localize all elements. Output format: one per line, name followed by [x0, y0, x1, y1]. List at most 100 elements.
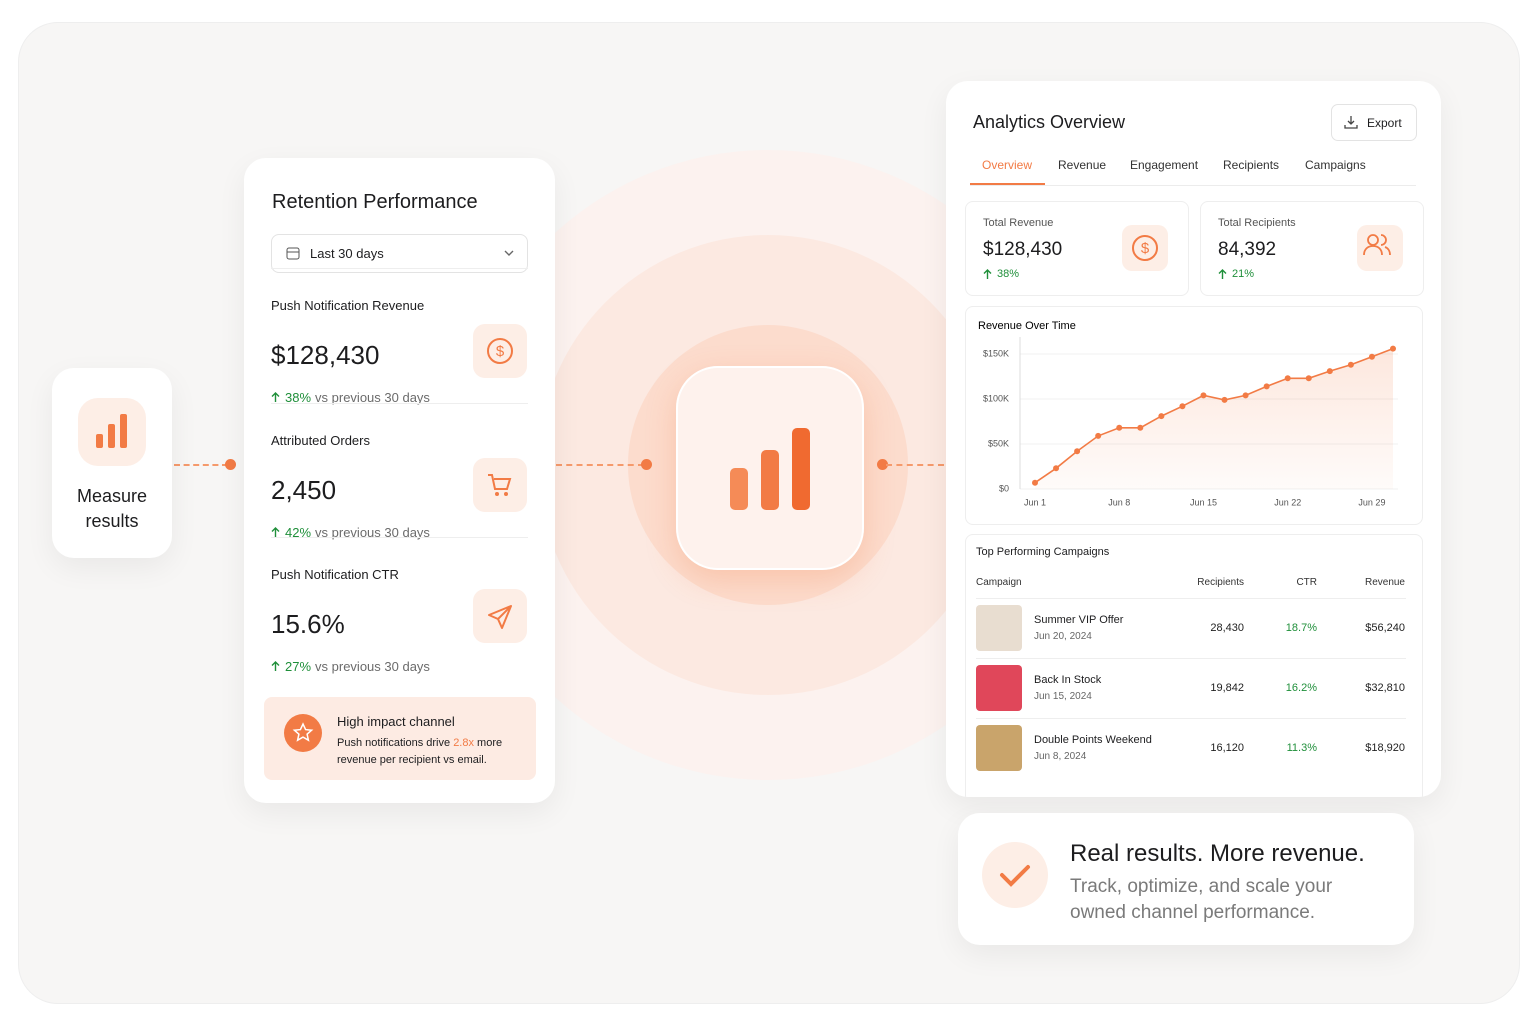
point — [1284, 375, 1291, 382]
point — [1326, 368, 1333, 375]
point — [1095, 432, 1102, 439]
emphasis: 2.8x — [453, 737, 474, 749]
thumbnail — [976, 725, 1022, 771]
campaign-date: Jun 15, 2024 — [1034, 691, 1092, 702]
retention-card: Retention Performance Last 30 days High … — [244, 158, 555, 803]
footer-text: Track, optimize, and scale your owned ch… — [1070, 876, 1333, 923]
campaign-date: Jun 8, 2024 — [1034, 751, 1087, 762]
point — [1200, 392, 1207, 399]
glass-icon — [676, 366, 864, 570]
cell-ctr: 16.2% — [1285, 682, 1317, 694]
tab[interactable]: Overview — [982, 158, 1033, 172]
stat-change: 21% — [1218, 268, 1254, 280]
metric-label: Push Notification Revenue — [271, 298, 425, 313]
divider — [271, 537, 528, 538]
metric-label: Attributed Orders — [271, 433, 370, 448]
y-tick-label: $50K — [988, 438, 1009, 448]
metric-change: 27% vs previous 30 days — [271, 659, 430, 674]
connector-dot — [641, 459, 652, 470]
chart-title: Revenue Over Time — [978, 320, 1076, 332]
cell-recipients: 19,842 — [1210, 682, 1244, 694]
point — [1032, 479, 1038, 486]
point — [1116, 424, 1123, 431]
point — [1179, 403, 1186, 410]
range-select[interactable]: Last 30 days — [271, 234, 528, 273]
tab[interactable]: Campaigns — [1305, 158, 1366, 172]
cell-revenue: $56,240 — [1365, 622, 1405, 634]
tab[interactable]: Engagement — [1130, 158, 1199, 172]
svg-text:$: $ — [1141, 240, 1150, 257]
cell-recipients: 28,430 — [1210, 622, 1244, 634]
change: 42% — [285, 525, 312, 540]
change: 38% — [285, 390, 312, 405]
row-rule — [976, 718, 1406, 719]
metric-value: 2,450 — [271, 475, 337, 505]
y-tick-label: $150K — [983, 348, 1009, 358]
highlight: High impact channel Push notifications d… — [264, 697, 536, 780]
area — [1035, 348, 1393, 489]
stat-card: Total Revenue $128,430 38% $ — [965, 201, 1189, 296]
metric-label: Push Notification CTR — [271, 567, 399, 582]
campaign-name: Back In Stock — [1034, 674, 1102, 686]
cell-ctr: 11.3% — [1286, 742, 1317, 754]
x-tick-label: Jun 22 — [1274, 497, 1301, 507]
row-rule — [976, 598, 1406, 599]
cell-ctr: 18.7% — [1285, 622, 1317, 634]
table-header: Revenue — [1364, 577, 1405, 588]
stat-label: Total Revenue — [983, 217, 1054, 229]
chart-card — [965, 306, 1423, 525]
range: Last 30 days — [310, 246, 384, 261]
y-tick-label: $100K — [983, 393, 1009, 403]
stat-value: $128,430 — [983, 239, 1063, 260]
compare: vs previous 30 days — [315, 659, 430, 674]
point — [1347, 361, 1354, 368]
connector — [174, 464, 228, 466]
divider — [271, 268, 528, 269]
table-title: Top Performing Campaigns — [976, 546, 1110, 558]
highlight-text: Push notifications drive 2.8x more reven… — [337, 735, 527, 769]
cell-revenue: $18,920 — [1365, 742, 1405, 754]
row-rule — [976, 658, 1406, 659]
point — [1158, 413, 1165, 420]
metric-value: 15.6% — [271, 609, 345, 639]
footer-title: Real results. More revenue. — [1070, 840, 1365, 867]
title: Analytics Overview — [973, 112, 1126, 132]
metric-icon — [473, 458, 527, 512]
stat-change: 38% — [983, 268, 1019, 280]
point — [1137, 424, 1144, 431]
table-header: CTR — [1296, 577, 1317, 588]
campaign-date: Jun 20, 2024 — [1034, 631, 1092, 642]
measure-label: Measure results — [76, 486, 148, 531]
metric-value: $128,430 — [271, 340, 380, 370]
thumbnail — [976, 605, 1022, 651]
metric-icon: $ — [473, 324, 527, 378]
text: Push notifications drive — [337, 737, 451, 749]
compare: vs previous 30 days — [315, 525, 430, 540]
svg-text:$: $ — [496, 343, 505, 360]
table-card — [965, 534, 1423, 797]
x-tick-label: Jun 15 — [1190, 497, 1217, 507]
metric-change: 42% vs previous 30 days — [271, 525, 430, 540]
connector-dot — [877, 459, 888, 470]
point — [1263, 383, 1270, 390]
revenue-chart: Revenue Over Time $0 $50K $100K $150K Jun 1 J… — [978, 320, 1398, 507]
table-header: Campaign — [976, 577, 1022, 588]
campaign-name: Double Points Weekend — [1034, 734, 1152, 746]
connector — [556, 464, 644, 466]
text: more revenue per recipient vs email. — [337, 737, 503, 766]
tab[interactable]: Recipients — [1223, 158, 1280, 172]
stat-icon: $ — [1122, 225, 1168, 271]
stat-label: Total Recipients — [1218, 217, 1296, 229]
export-button[interactable]: Export — [1331, 104, 1417, 141]
y-tick-label: $0 — [999, 483, 1009, 493]
point — [1368, 353, 1375, 360]
metric-change: 38% vs previous 30 days — [271, 390, 430, 405]
tab[interactable]: Revenue — [1058, 158, 1107, 172]
cell-recipients: 16,120 — [1210, 742, 1244, 754]
export-label: Export — [1367, 116, 1402, 130]
stat-card: Total Recipients 84,392 21% — [1200, 201, 1424, 296]
point — [1053, 465, 1060, 472]
icon — [78, 398, 146, 466]
cell-revenue: $32,810 — [1365, 682, 1405, 694]
highlight-title: High impact channel — [337, 714, 455, 729]
